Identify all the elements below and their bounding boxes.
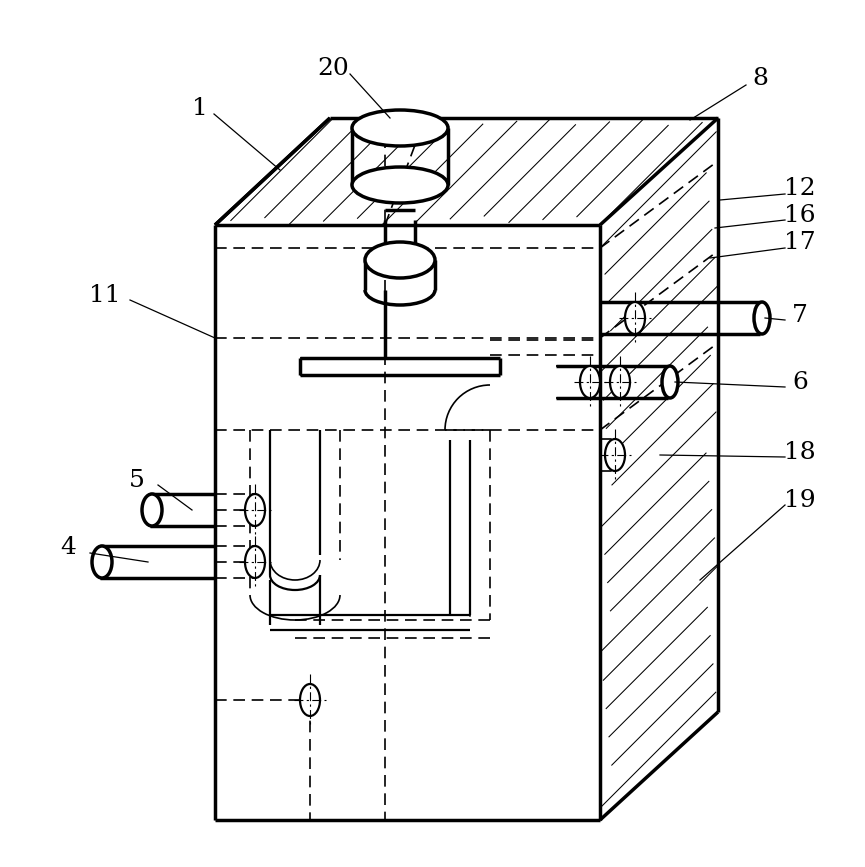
Ellipse shape [605, 439, 625, 471]
Ellipse shape [580, 366, 600, 398]
Ellipse shape [662, 366, 678, 398]
Ellipse shape [365, 242, 435, 278]
Text: 19: 19 [785, 488, 816, 512]
Ellipse shape [245, 546, 265, 578]
Ellipse shape [92, 546, 112, 578]
Text: 4: 4 [60, 537, 76, 559]
Ellipse shape [625, 302, 645, 334]
Ellipse shape [610, 366, 630, 398]
Text: 1: 1 [192, 96, 208, 120]
Text: 11: 11 [89, 284, 121, 307]
Ellipse shape [142, 494, 162, 526]
Ellipse shape [245, 494, 265, 526]
Ellipse shape [300, 684, 320, 716]
Ellipse shape [352, 110, 448, 146]
Text: 16: 16 [785, 204, 816, 226]
Ellipse shape [352, 167, 448, 203]
Text: 7: 7 [792, 303, 808, 327]
Text: 12: 12 [785, 177, 816, 199]
Text: 5: 5 [129, 468, 145, 492]
Text: 18: 18 [785, 440, 816, 464]
Text: 20: 20 [317, 56, 349, 80]
Ellipse shape [754, 302, 770, 334]
Text: 8: 8 [752, 67, 768, 89]
Text: 6: 6 [792, 370, 808, 394]
Text: 17: 17 [785, 231, 816, 253]
